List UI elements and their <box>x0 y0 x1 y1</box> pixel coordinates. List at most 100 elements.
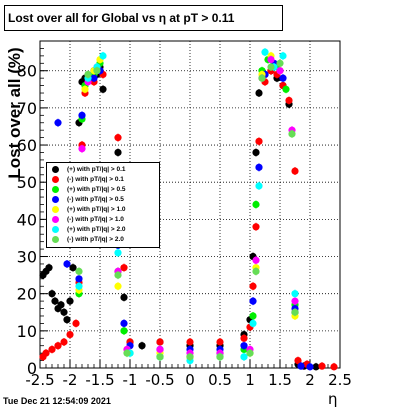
data-point <box>60 308 68 316</box>
grid-lines <box>40 41 340 368</box>
data-point <box>99 85 107 93</box>
x-tick-label: 0.5 <box>208 371 232 389</box>
data-point <box>54 119 62 127</box>
data-point <box>246 349 254 357</box>
data-point <box>123 349 131 357</box>
x-tick-label: 1.5 <box>268 371 292 389</box>
data-point <box>255 182 263 190</box>
data-point <box>81 85 89 93</box>
data-point <box>276 59 284 67</box>
data-point <box>252 267 260 275</box>
legend-label: (+) with pT/|q| > 2.0 <box>67 226 126 233</box>
y-tick-label: 70 <box>17 99 37 118</box>
data-point <box>120 319 128 328</box>
legend-item: (-) with pT/|q| > 0.1 <box>50 175 159 185</box>
x-tick-label: 1 <box>245 371 255 389</box>
x-tick-label: -1.5 <box>85 371 114 389</box>
y-tick-label: 80 <box>17 62 37 81</box>
data-point <box>252 200 260 209</box>
data-point <box>318 362 326 370</box>
data-point <box>216 353 224 361</box>
legend-marker <box>52 196 59 203</box>
data-point <box>114 148 122 157</box>
legend-item: (-) with pT/|q| > 2.0 <box>50 235 159 245</box>
data-point <box>291 290 299 298</box>
data-point <box>78 111 86 119</box>
data-point <box>156 353 164 361</box>
data-point <box>291 297 299 305</box>
data-point <box>216 338 224 346</box>
data-point <box>48 345 56 354</box>
data-points <box>39 48 338 371</box>
chart-title: Lost over all for Global vs η at pT > 0.… <box>4 5 283 31</box>
legend-marker <box>52 166 59 173</box>
data-point <box>279 74 287 82</box>
data-point <box>306 363 314 371</box>
data-point <box>294 356 302 365</box>
data-point <box>279 52 287 60</box>
data-point <box>249 297 257 305</box>
data-point <box>51 297 59 305</box>
data-point <box>60 338 68 346</box>
data-point <box>69 264 77 272</box>
data-point <box>120 327 128 335</box>
y-axis-label: Lost over all (%) <box>5 47 24 179</box>
data-point <box>63 260 71 268</box>
data-point <box>138 342 146 350</box>
data-point <box>114 134 122 142</box>
data-point <box>78 145 86 153</box>
legend-item: (+) with pT/|q| > 0.5 <box>50 185 159 195</box>
data-point <box>297 362 305 370</box>
y-tick-label: 40 <box>17 210 37 229</box>
data-point <box>282 85 290 93</box>
data-point <box>114 271 122 279</box>
data-point <box>75 267 83 275</box>
data-point <box>330 363 338 371</box>
legend-label: (-) with pT/|q| > 2.0 <box>67 236 124 243</box>
data-point <box>288 130 296 138</box>
legend-marker <box>52 206 59 213</box>
data-point <box>267 55 275 64</box>
data-point <box>291 167 299 175</box>
data-point <box>45 264 53 272</box>
data-point <box>72 319 80 328</box>
timestamp: Tue Dec 21 12:54:09 2021 <box>3 396 111 406</box>
data-point <box>252 223 260 231</box>
data-point <box>255 137 263 145</box>
data-point <box>255 89 263 97</box>
x-tick-label: -2.5 <box>25 371 54 389</box>
data-point <box>120 293 128 301</box>
data-point <box>66 330 74 339</box>
legend-label: (+) with pT/|q| > 0.5 <box>67 186 126 193</box>
data-point <box>258 74 266 82</box>
data-point <box>240 342 248 350</box>
axis-ticks: -2.5 -2 -1.5 -1 -0.5 0 0.5 1 1.5 2 2.5 0 10 20 30 40 50 6… <box>17 40 352 389</box>
y-tick-label: 30 <box>17 248 37 267</box>
legend-item: (+) with pT/|q| > 1.0 <box>50 205 159 215</box>
data-point <box>312 363 320 371</box>
data-point <box>93 67 101 75</box>
data-point <box>99 52 107 60</box>
data-point <box>90 74 98 82</box>
data-point <box>261 48 269 56</box>
x-tick-label: 2 <box>305 371 315 389</box>
data-point <box>57 301 65 309</box>
data-point <box>48 290 56 298</box>
data-point <box>240 334 248 342</box>
legend-item: (+) with pT/|q| > 0.1 <box>50 165 159 175</box>
y-tick-label: 0 <box>27 359 37 378</box>
data-point <box>75 275 83 283</box>
legend-label: (-) with pT/|q| > 0.1 <box>67 176 124 183</box>
data-point <box>186 338 194 346</box>
data-point <box>252 148 260 157</box>
legend-label: (+) with pT/|q| > 0.1 <box>67 166 126 173</box>
data-point <box>54 342 62 350</box>
legend-marker <box>52 226 59 233</box>
data-point <box>114 249 122 257</box>
data-point <box>249 312 257 320</box>
x-tick-label: -1 <box>123 371 138 389</box>
x-tick-label: -2 <box>63 371 78 389</box>
legend-marker <box>52 186 59 193</box>
data-point <box>75 282 83 290</box>
